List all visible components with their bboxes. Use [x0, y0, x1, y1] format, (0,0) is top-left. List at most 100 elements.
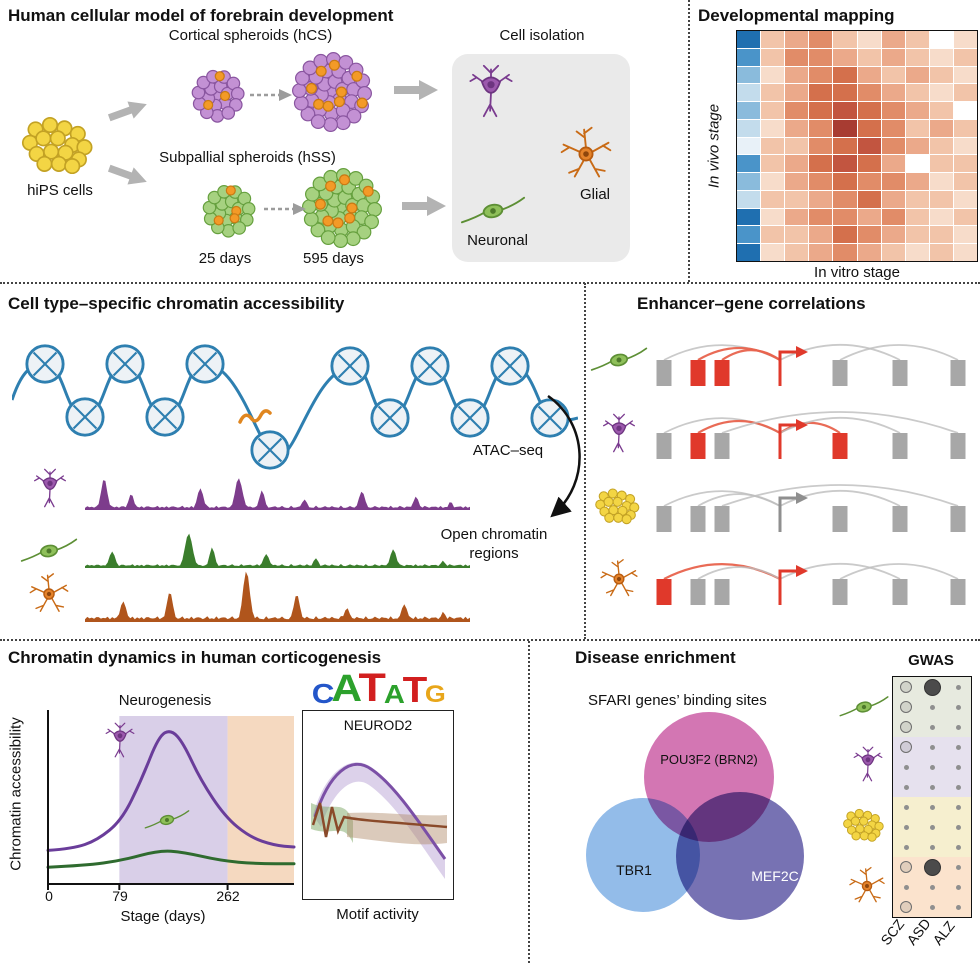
- arrow-hss-to-isolation: [402, 196, 446, 216]
- cell-green-icon: [588, 345, 650, 375]
- gwas-dot: [955, 804, 961, 810]
- heatmap-cell: [905, 173, 929, 190]
- cell-green-icon: [20, 538, 78, 562]
- venn-label-mef2c: MEF2C: [751, 868, 799, 884]
- sfari-subtitle: SFARI genes’ binding sites: [588, 692, 767, 709]
- isolated-neuron-icon: [469, 64, 513, 118]
- gwas-dot: [929, 744, 935, 750]
- heatmap-cell: [905, 31, 929, 48]
- tick-0: 0: [45, 888, 53, 904]
- gwas-dot: [903, 784, 909, 790]
- gwas-cell: [893, 837, 919, 857]
- enhancer-row-cell-green: [588, 322, 970, 397]
- divider-vertical-middle: [584, 283, 586, 639]
- gwas-cell: [945, 877, 971, 897]
- gwas-cell: [893, 777, 919, 797]
- divider-horizontal-2: [0, 639, 980, 641]
- heatmap-cell: [809, 155, 833, 173]
- gwas-dot: [903, 764, 909, 770]
- heatmap-cell: [809, 208, 833, 226]
- hips-icon: [843, 808, 884, 842]
- heatmap-cell: [737, 155, 761, 173]
- divider-vertical-bottom: [528, 641, 530, 963]
- neuronal-label: Neuronal: [467, 232, 528, 249]
- motif-letter: A: [383, 678, 405, 709]
- heatmap-cell: [809, 244, 833, 261]
- gwas-dot: [903, 804, 909, 810]
- gwas-dot: [929, 844, 935, 850]
- heatmap-cell: [809, 102, 833, 119]
- atac-arrow: [547, 394, 581, 518]
- heatmap-cell: [761, 208, 785, 226]
- gwas-dot: [900, 741, 912, 753]
- glial-label: Glial: [579, 186, 610, 203]
- day595-label: 595 days: [303, 250, 364, 267]
- gwas-cell: [945, 797, 971, 817]
- in-vitro-axis-label: In vitro stage: [814, 264, 900, 281]
- hss-spheroid-large: [301, 167, 382, 248]
- panel-title-dynamics: Chromatin dynamics in human corticogenes…: [8, 648, 382, 667]
- heatmap-cell: [809, 48, 833, 66]
- gwas-cell: [945, 757, 971, 777]
- heatmap-cell: [953, 137, 977, 155]
- gwas-dot: [900, 681, 912, 693]
- heatmap-cell: [929, 155, 953, 173]
- cell-isolation-label: Cell isolation: [499, 27, 585, 44]
- heatmap-cell: [953, 48, 977, 66]
- gwas-cell: [919, 797, 945, 817]
- heatmap-cell: [833, 48, 857, 66]
- heatmap-cell: [785, 244, 809, 261]
- heatmap-cell: [785, 173, 809, 190]
- gwas-cell: [893, 797, 919, 817]
- heatmap-cell: [761, 173, 785, 190]
- heatmap-cell: [905, 48, 929, 66]
- panel-title-atac: Cell type–specific chromatin accessibili…: [8, 294, 345, 313]
- heatmap-cell: [929, 48, 953, 66]
- atac-signal-glial: [85, 571, 470, 622]
- enhancer-row-neuron-purple: [588, 395, 970, 470]
- stage-days-axis-label: Stage (days): [120, 908, 206, 925]
- heatmap-cell: [953, 190, 977, 208]
- gwas-cell: [919, 717, 945, 737]
- gwas-cell: [919, 857, 945, 877]
- transcription-factor-icon: [238, 409, 272, 424]
- heatmap-cell: [857, 119, 881, 137]
- gwas-cell: [945, 717, 971, 737]
- heatmap-cell: [929, 226, 953, 244]
- gwas-dot: [955, 864, 961, 870]
- gwas-cell: [945, 697, 971, 717]
- gwas-dot: [900, 861, 912, 873]
- gene-track: [656, 343, 966, 386]
- neuron-purple-icon: [33, 468, 67, 508]
- gwas-dot: [955, 704, 961, 710]
- accessibility-chart: [46, 710, 296, 890]
- hips-icon: [588, 487, 650, 525]
- gwas-cell: [919, 837, 945, 857]
- heatmap-cell: [929, 119, 953, 137]
- tick-79: 79: [112, 888, 128, 904]
- heatmap-cell: [761, 190, 785, 208]
- heatmap-cell: [809, 190, 833, 208]
- gwas-col-alz: ALZ: [929, 917, 958, 948]
- dashed-arrow-hss: [264, 203, 306, 215]
- gwas-dot: [929, 884, 935, 890]
- developmental-heatmap: [737, 31, 977, 261]
- atac-signal-neuron: [85, 478, 470, 510]
- gwas-cell: [893, 897, 919, 917]
- heatmap-cell: [953, 102, 977, 119]
- heatmap-cell: [953, 226, 977, 244]
- gwas-dot: [929, 784, 935, 790]
- heatmap-cell: [785, 66, 809, 84]
- heatmap-cell: [833, 102, 857, 119]
- gwas-dot: [955, 764, 961, 770]
- venn-label-tbr1: TBR1: [616, 862, 652, 878]
- neuron-purple-icon: [588, 411, 650, 455]
- gwas-dot: [900, 721, 912, 733]
- gwas-dot: [923, 858, 941, 876]
- panel-title-mapping: Developmental mapping: [698, 6, 895, 25]
- gwas-dot: [929, 724, 935, 730]
- heatmap-cell: [929, 190, 953, 208]
- motif-activity-caption: Motif activity: [336, 906, 419, 923]
- gwas-cell: [919, 777, 945, 797]
